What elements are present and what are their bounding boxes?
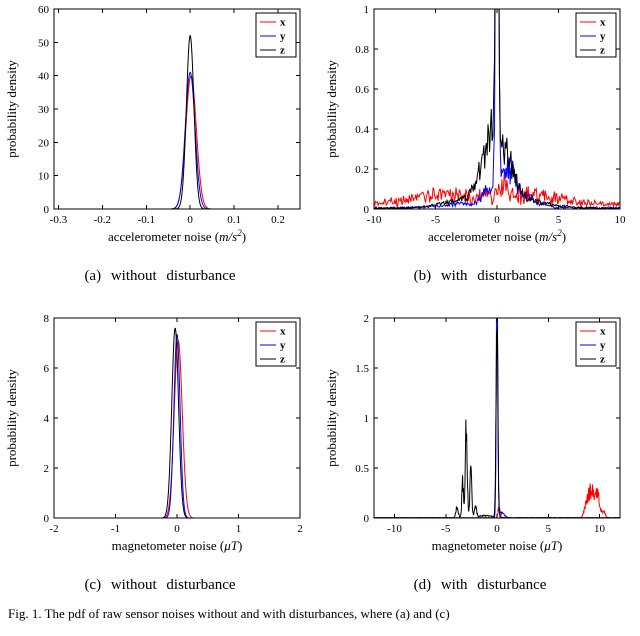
svg-text:z: z (600, 354, 605, 366)
subplot-a-caption: (a) without disturbance (84, 268, 236, 284)
svg-text:0.4: 0.4 (355, 124, 369, 136)
svg-text:2: 2 (364, 313, 370, 325)
svg-text:0: 0 (44, 513, 50, 525)
svg-text:1.5: 1.5 (355, 363, 369, 375)
plot-d-svg: -10 -5 0 5 10 0 0.5 1 1.5 2 probability density mag… (324, 313, 621, 553)
svg-text:x: x (600, 326, 606, 338)
svg-text:0.2: 0.2 (355, 164, 369, 176)
figure-page: -0.3 -0.2 -0.1 0 0.1 0.2 0 10 20 30 40 50 60 probabil… (0, 2, 640, 621)
svg-text:30: 30 (38, 104, 50, 116)
svg-text:20: 20 (38, 137, 50, 149)
svg-text:accelerometer noise (m/s2): accelerometer noise (m/s2) (108, 228, 246, 244)
svg-text:y: y (600, 31, 606, 43)
svg-text:-5: -5 (441, 523, 451, 535)
plot-c-svg: -2 -1 0 1 2 0 2 4 6 8 probability density magnetome… (4, 313, 303, 553)
subplot-d-caption: (d) with disturbance (413, 577, 547, 593)
svg-text:-5: -5 (431, 214, 441, 226)
subplot-a: -0.3 -0.2 -0.1 0 0.1 0.2 0 10 20 30 40 50 60 probabil… (0, 2, 320, 285)
svg-text:0.8: 0.8 (355, 44, 369, 56)
svg-text:0.1: 0.1 (227, 214, 241, 226)
svg-text:probability density: probability density (4, 369, 19, 467)
svg-text:magnetometer noise (μT): magnetometer noise (μT) (432, 538, 563, 553)
svg-text:1: 1 (236, 523, 242, 535)
svg-text:0: 0 (364, 204, 370, 216)
svg-text:y: y (280, 31, 286, 43)
svg-text:y: y (600, 340, 606, 352)
svg-text:8: 8 (44, 313, 50, 325)
svg-text:10: 10 (38, 171, 50, 183)
svg-text:-10: -10 (367, 214, 382, 226)
plot-a-svg: -0.3 -0.2 -0.1 0 0.1 0.2 0 10 20 30 40 50 60 probabil… (4, 4, 301, 244)
svg-text:-0.3: -0.3 (50, 214, 68, 226)
svg-text:1: 1 (364, 413, 370, 425)
svg-text:0: 0 (187, 214, 193, 226)
svg-text:z: z (280, 354, 285, 366)
svg-text:z: z (600, 45, 605, 57)
subplot-c: -2 -1 0 1 2 0 2 4 6 8 probability density magnetome… (0, 311, 320, 594)
svg-text:4: 4 (44, 413, 50, 425)
svg-text:0: 0 (174, 523, 180, 535)
svg-text:-1: -1 (111, 523, 120, 535)
svg-text:0.6: 0.6 (355, 84, 369, 96)
svg-text:5: 5 (546, 523, 552, 535)
svg-text:0: 0 (494, 523, 500, 535)
svg-text:probability density: probability density (324, 369, 339, 467)
svg-text:60: 60 (38, 4, 50, 16)
svg-text:1: 1 (364, 4, 370, 16)
svg-text:x: x (280, 326, 286, 338)
svg-text:z: z (280, 45, 285, 57)
svg-text:0: 0 (364, 513, 370, 525)
subplot-b-caption: (b) with disturbance (413, 268, 547, 284)
svg-text:-2: -2 (49, 523, 58, 535)
svg-text:y: y (280, 340, 286, 352)
svg-text:-0.2: -0.2 (94, 214, 111, 226)
svg-text:5: 5 (556, 214, 562, 226)
svg-text:x: x (600, 17, 606, 29)
subplot-b: -10 -5 0 5 10 0 0.2 0.4 0.6 0.8 1 probability densi… (320, 2, 640, 285)
svg-text:magnetometer noise (μT): magnetometer noise (μT) (112, 538, 243, 553)
svg-text:-10: -10 (387, 523, 402, 535)
svg-text:0.2: 0.2 (271, 214, 285, 226)
figure-caption: Fig. 1. The pdf of raw sensor noises wit… (8, 606, 450, 621)
svg-text:0: 0 (494, 214, 500, 226)
svg-text:50: 50 (38, 37, 50, 49)
subplot-d: -10 -5 0 5 10 0 0.5 1 1.5 2 probability density mag… (320, 311, 640, 594)
svg-text:10: 10 (594, 523, 606, 535)
svg-text:2: 2 (44, 463, 50, 475)
svg-text:x: x (280, 17, 286, 29)
svg-text:6: 6 (44, 363, 50, 375)
svg-text:-0.1: -0.1 (138, 214, 155, 226)
svg-text:2: 2 (297, 523, 303, 535)
svg-text:probability density: probability density (4, 60, 19, 158)
svg-text:10: 10 (615, 214, 627, 226)
svg-text:probability density: probability density (324, 60, 339, 158)
svg-text:accelerometer noise (m/s2): accelerometer noise (m/s2) (428, 228, 566, 244)
svg-text:0.5: 0.5 (355, 463, 369, 475)
plots-grid: -0.3 -0.2 -0.1 0 0.1 0.2 0 10 20 30 40 50 60 probabil… (0, 2, 640, 594)
svg-text:0: 0 (44, 204, 50, 216)
subplot-c-caption: (c) without disturbance (84, 577, 236, 593)
svg-text:40: 40 (38, 71, 50, 83)
plot-b-svg: -10 -5 0 5 10 0 0.2 0.4 0.6 0.8 1 probability densi… (324, 4, 627, 244)
